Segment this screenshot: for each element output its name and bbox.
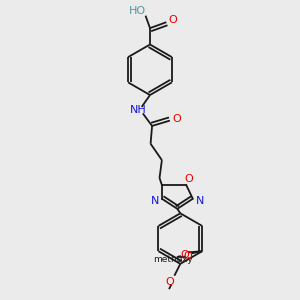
Text: O: O	[180, 250, 189, 260]
Text: O: O	[172, 114, 181, 124]
Text: NH: NH	[130, 106, 147, 116]
Text: O: O	[183, 251, 192, 261]
Text: O: O	[166, 277, 175, 287]
Text: O: O	[184, 173, 193, 184]
Text: HO: HO	[129, 7, 146, 16]
Text: N: N	[196, 196, 204, 206]
Text: methoxy: methoxy	[154, 255, 193, 264]
Text: N: N	[151, 196, 159, 206]
Text: O: O	[169, 15, 177, 25]
Text: methoxy: methoxy	[177, 258, 183, 260]
